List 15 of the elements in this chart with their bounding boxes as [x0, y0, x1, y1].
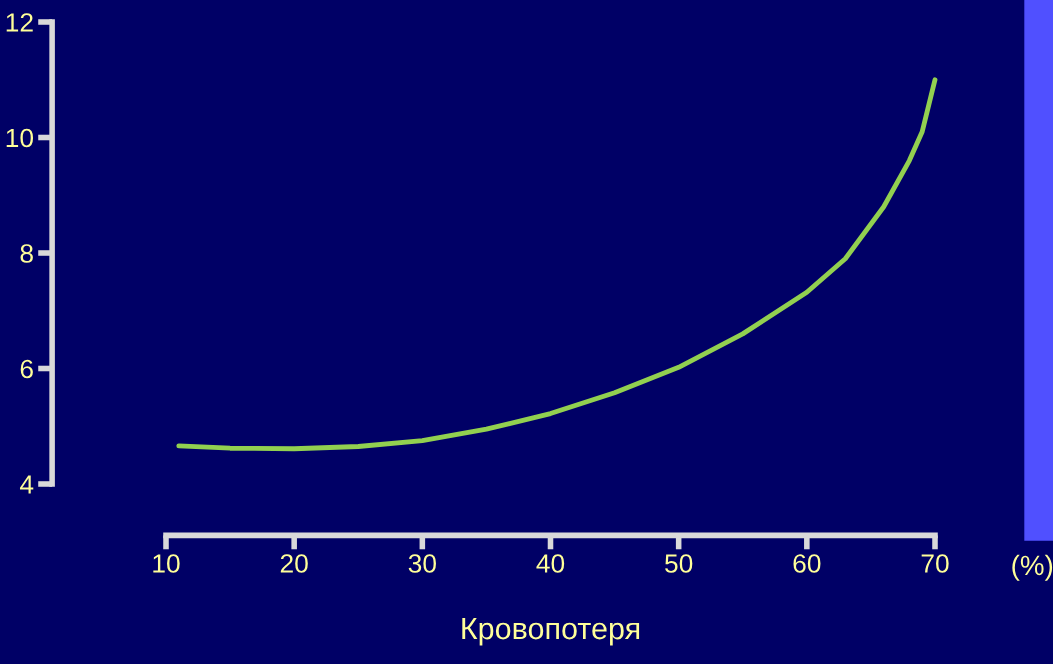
y-tick-label: 12 — [6, 13, 33, 32]
y-tick-label: 6 — [20, 359, 33, 379]
x-tick-label: 50 — [665, 554, 693, 573]
y-tick-label: 8 — [20, 244, 33, 263]
y-tick-label: 4 — [19, 475, 34, 494]
x-tick-label: 20 — [280, 554, 308, 573]
x-axis-title: Кровопотеря — [462, 618, 640, 646]
x-tick-label: 60 — [793, 554, 821, 573]
y-tick-label: 10 — [6, 128, 34, 148]
x-tick-label: 10 — [153, 554, 180, 573]
text: (%) — [1012, 554, 1053, 581]
x-tick-label: 40 — [536, 554, 565, 573]
x-tick-label: 30 — [408, 554, 436, 573]
x-tick-label: 70 — [921, 554, 949, 573]
line-series — [176, 77, 938, 452]
